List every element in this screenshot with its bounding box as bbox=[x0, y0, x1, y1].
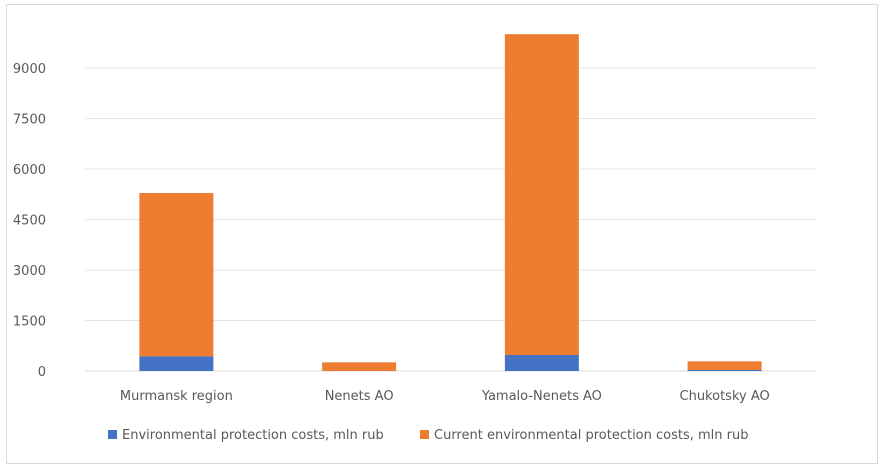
y-tick-label: 9000 bbox=[13, 62, 46, 77]
x-tick-label: Yamalo-Nenets AO bbox=[481, 389, 602, 404]
bar-segment-env-costs bbox=[687, 369, 762, 371]
y-tick-label: 3000 bbox=[13, 264, 46, 279]
bar-segment-current-costs bbox=[687, 361, 762, 370]
bar-segment-current-costs bbox=[322, 362, 397, 371]
x-tick-label: Nenets AO bbox=[325, 389, 394, 404]
bar-segment-env-costs bbox=[504, 355, 579, 371]
legend-label: Environmental protection costs, mln rub bbox=[122, 428, 384, 443]
chart-frame bbox=[6, 4, 878, 464]
y-tick-label: 6000 bbox=[13, 163, 46, 178]
legend-swatch bbox=[108, 430, 117, 439]
x-tick-label: Murmansk region bbox=[120, 389, 233, 404]
bar-segment-current-costs bbox=[139, 193, 214, 357]
bar-segment-current-costs bbox=[504, 34, 579, 356]
y-tick-label: 7500 bbox=[13, 113, 46, 128]
y-tick-label: 1500 bbox=[13, 315, 46, 330]
legend-label: Current environmental protection costs, … bbox=[434, 428, 749, 443]
x-tick-label: Chukotsky AO bbox=[680, 389, 770, 404]
y-tick-label: 4500 bbox=[13, 214, 46, 229]
bar-segment-env-costs bbox=[139, 356, 214, 371]
legend-swatch bbox=[420, 430, 429, 439]
y-tick-label: 0 bbox=[38, 365, 46, 380]
